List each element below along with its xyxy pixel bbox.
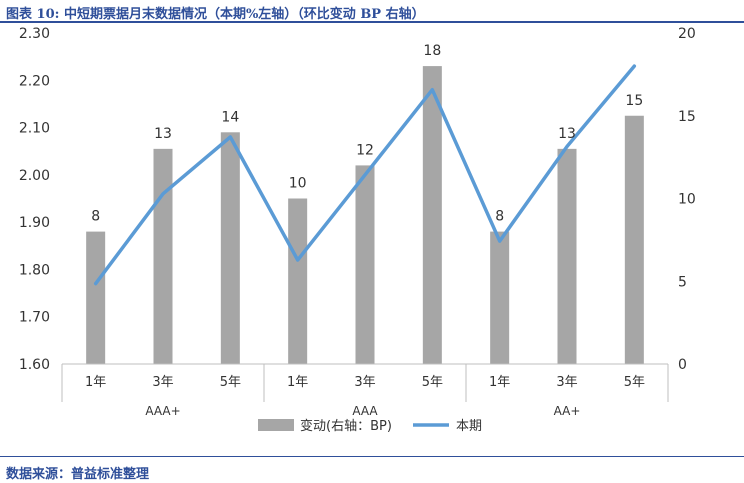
bar: [288, 198, 308, 364]
category-label: 5年: [220, 375, 241, 390]
bar: [153, 148, 173, 364]
bar-data-labels: 8 13 14 10 12 18 8 13 15: [91, 43, 643, 225]
bar: [422, 66, 442, 364]
right-tick-label: 5: [678, 274, 687, 290]
series-line: [93, 64, 637, 286]
data-label: 8: [495, 209, 504, 225]
right-axis: 0 5 10 15 20: [678, 26, 696, 373]
bar: [490, 231, 510, 364]
data-label: 14: [221, 109, 239, 125]
category-label: 3年: [152, 375, 173, 390]
data-label: 18: [423, 43, 441, 59]
legend-line-label: 本期: [456, 419, 482, 434]
left-tick-label: 2.30: [19, 26, 50, 42]
legend-bar-swatch: [258, 419, 294, 431]
right-tick-label: 15: [678, 109, 696, 125]
left-tick-label: 2.10: [19, 121, 50, 137]
right-tick-label: 20: [678, 26, 696, 42]
source-note: 数据来源：普益标准整理: [6, 467, 150, 482]
x-axis: [61, 363, 669, 402]
legend-bar-label: 变动(右轴：BP): [300, 418, 392, 434]
left-tick-label: 2.00: [19, 168, 50, 184]
right-tick-label: 10: [678, 192, 696, 208]
left-tick-label: 1.60: [19, 357, 50, 373]
chart-canvas: 1.60 1.70 1.80 1.90 2.00 2.10 2.20 2.30 0 5 10 15 2…: [19, 26, 696, 434]
left-tick-label: 1.80: [19, 262, 50, 278]
left-tick-label: 2.20: [19, 73, 50, 89]
group-label: AAA+: [145, 404, 180, 418]
data-label: 12: [356, 142, 374, 158]
left-tick-label: 1.90: [19, 215, 50, 231]
data-label: 8: [91, 209, 100, 225]
bar: [624, 115, 644, 364]
category-label: 1年: [489, 375, 510, 390]
legend: 变动(右轴：BP) 本期: [258, 418, 482, 434]
title-rule: [0, 21, 744, 23]
bar: [86, 231, 106, 364]
bar: [557, 148, 577, 364]
data-label: 15: [625, 93, 643, 109]
group-label: AA+: [554, 404, 581, 418]
x-category-labels: 1年 3年 5年 1年 3年 5年 1年 3年 5年 AAA+ AAA AA+: [85, 375, 645, 418]
category-label: 1年: [85, 375, 106, 390]
bar-series: [86, 66, 644, 364]
category-label: 3年: [556, 375, 577, 390]
chart-title: 图表 10: 中短期票据月末数据情况（本期%左轴）（环比变动 BP 右轴）: [6, 7, 425, 22]
right-tick-label: 0: [678, 357, 687, 373]
data-label: 13: [154, 126, 172, 142]
category-label: 5年: [624, 375, 645, 390]
data-label: 10: [289, 176, 307, 192]
line-series: [93, 64, 637, 286]
category-label: 5年: [422, 375, 443, 390]
bar: [220, 132, 240, 364]
left-axis: 1.60 1.70 1.80 1.90 2.00 2.10 2.20 2.30: [19, 26, 50, 373]
category-label: 1年: [287, 375, 308, 390]
left-tick-label: 1.70: [19, 310, 50, 326]
data-label: 13: [558, 126, 576, 142]
bar: [355, 165, 375, 364]
footer-rule: [0, 456, 744, 457]
group-label: AAA: [352, 404, 378, 418]
category-label: 3年: [354, 375, 375, 390]
